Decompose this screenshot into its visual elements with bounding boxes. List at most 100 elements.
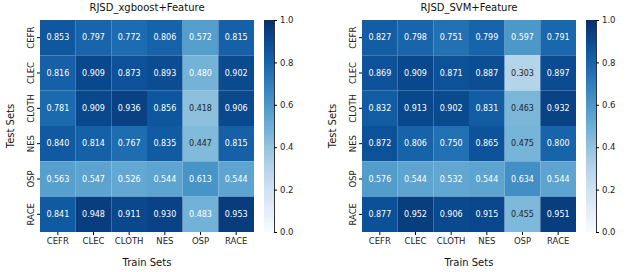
colorbar-axis: 0.00.20.40.60.81.0 [596, 15, 616, 237]
colorbar-tick-mark [274, 147, 277, 148]
x-tick-label: RACE [225, 236, 248, 246]
cell [540, 126, 576, 161]
y-tick-label: NES [26, 135, 36, 152]
cell-label: 0.906 [440, 210, 463, 219]
cell [398, 126, 434, 161]
colorbar-tick: 0.8 [596, 58, 616, 68]
cell-label: 0.781 [46, 104, 69, 113]
cell [183, 197, 219, 232]
y-tick-label: CLOTH [348, 94, 358, 123]
cell-label: 0.751 [440, 33, 463, 42]
cell [111, 161, 147, 196]
y-tick: CLOTH [348, 94, 362, 123]
cell-label: 0.953 [225, 210, 248, 219]
y-tick: CEFR [348, 27, 362, 49]
y-axis: CEFRCLECCLOTHNESOSPRACE [26, 27, 40, 226]
y-tick-label: CLOTH [26, 94, 36, 123]
title: RJSD_xgboost+Feature [89, 2, 204, 14]
colorbar-tick: 0.8 [274, 58, 294, 68]
y-tick-label: RACE [348, 203, 358, 226]
y-tick: CLEC [26, 62, 40, 84]
colorbar-tick-mark [274, 62, 277, 63]
cell [362, 126, 398, 161]
cell [218, 197, 254, 232]
x-tick-label: NES [156, 236, 173, 246]
x-tick-mark [236, 232, 237, 235]
cell [540, 55, 576, 90]
x-tick: CLEC [405, 232, 427, 246]
cell-label: 0.952 [404, 210, 427, 219]
colorbar-tick-mark [274, 232, 277, 233]
x-tick-mark [129, 232, 130, 235]
cell-label: 0.831 [475, 104, 498, 113]
cell-label: 0.893 [153, 69, 176, 78]
cell [183, 20, 219, 55]
y-tick-label: CEFR [348, 27, 358, 49]
cell-label: 0.544 [404, 175, 427, 184]
cell-label: 0.902 [440, 104, 463, 113]
cells [362, 20, 576, 232]
colorbar-axis: 0.00.20.40.60.81.0 [274, 15, 294, 237]
x-tick-mark [558, 232, 559, 235]
cell-label: 0.853 [46, 33, 69, 42]
cell [433, 161, 469, 196]
colorbar-tick: 0.4 [596, 142, 616, 152]
cell-label: 0.815 [225, 33, 248, 42]
x-tick-mark [57, 232, 58, 235]
cell [40, 91, 76, 126]
cell [40, 197, 76, 232]
x-axis-title: Train Sets [444, 257, 494, 268]
x-tick: CLEC [83, 232, 105, 246]
x-tick: CEFR [369, 232, 391, 246]
x-tick: RACE [225, 232, 248, 246]
cell [40, 20, 76, 55]
x-tick: CLOTH [437, 232, 466, 246]
colorbar-tick-mark [596, 190, 599, 191]
cell-label: 0.816 [46, 69, 69, 78]
cell [76, 91, 112, 126]
cell-label: 0.887 [475, 69, 498, 78]
cell [147, 20, 183, 55]
y-tick-label: CLEC [26, 62, 36, 84]
x-tick-label: CLOTH [437, 236, 466, 246]
y-tick-label: RACE [26, 203, 36, 226]
cell [147, 126, 183, 161]
x-tick: CEFR [47, 232, 69, 246]
cell [183, 91, 219, 126]
y-tick-mark [359, 73, 362, 74]
cell-label: 0.840 [46, 139, 69, 148]
x-tick-label: CEFR [369, 236, 391, 246]
cell [147, 91, 183, 126]
x-tick-mark [379, 232, 380, 235]
cell [147, 197, 183, 232]
colorbar-tick-label: 1.0 [280, 15, 294, 25]
x-tick-mark [486, 232, 487, 235]
colorbar-tick-mark [596, 62, 599, 63]
cell [540, 91, 576, 126]
cell-label: 0.913 [404, 104, 427, 113]
cell [362, 161, 398, 196]
x-tick-label: RACE [547, 236, 570, 246]
cell [540, 197, 576, 232]
cell-label: 0.911 [118, 210, 141, 219]
colorbar-tick-mark [274, 190, 277, 191]
colorbar-tick-label: 0.0 [602, 227, 616, 237]
y-axis: CEFRCLECCLOTHNESOSPRACE [348, 27, 362, 226]
x-tick-mark [164, 232, 165, 235]
cell-label: 0.915 [475, 210, 498, 219]
cell-label: 0.597 [511, 33, 534, 42]
x-axis-title: Train Sets [122, 257, 172, 268]
y-tick-mark [37, 143, 40, 144]
y-tick-mark [37, 73, 40, 74]
x-tick-mark [415, 232, 416, 235]
cell [398, 161, 434, 196]
cell-label: 0.799 [475, 33, 498, 42]
cell-labels: 0.8530.7970.7720.8060.5720.8150.8160.909… [46, 33, 247, 219]
cell [76, 20, 112, 55]
cell-label: 0.463 [511, 104, 534, 113]
cell [76, 161, 112, 196]
cell [433, 91, 469, 126]
cell [433, 55, 469, 90]
x-tick-label: CEFR [47, 236, 69, 246]
cell [540, 161, 576, 196]
